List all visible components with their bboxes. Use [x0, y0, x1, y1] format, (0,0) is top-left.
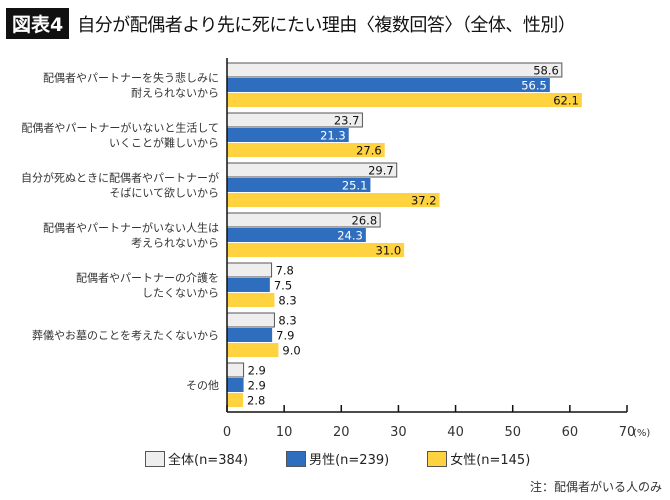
bar — [227, 78, 550, 92]
legend-label: 女性(n=145) — [450, 453, 531, 468]
bar — [226, 312, 275, 328]
bar — [227, 228, 366, 242]
x-tick-label: 30 — [390, 425, 407, 440]
title-bar: 図表4 自分が配偶者より先に死にたい理由〈複数回答〉（全体、性別） — [6, 8, 576, 39]
category-label: 配偶者やパートナーがいない人生は — [43, 221, 219, 235]
data-label: 23.7 — [334, 114, 360, 128]
category-label: 耐えられないから — [131, 87, 219, 100]
data-label: 56.5 — [521, 79, 547, 93]
x-tick-label: 20 — [333, 425, 350, 440]
category-label: 配偶者やパートナーを失う悲しみに — [43, 71, 219, 85]
legend-item: 女性(n=145) — [427, 449, 530, 468]
data-label: 7.8 — [276, 264, 294, 278]
footnote: 注：配偶者がいる人のみ — [529, 480, 662, 494]
bar — [227, 193, 440, 207]
category-label: したくないから — [142, 287, 219, 300]
data-label: 2.9 — [248, 364, 266, 378]
chart-title: 自分が配偶者より先に死にたい理由〈複数回答〉（全体、性別） — [77, 14, 576, 36]
x-tick-label: 0 — [223, 425, 231, 440]
data-label: 31.0 — [376, 244, 402, 258]
data-label: 2.8 — [247, 394, 265, 408]
bar — [227, 343, 279, 357]
bar — [227, 243, 405, 257]
x-tick-label: 10 — [276, 425, 293, 440]
legend-swatch — [427, 450, 448, 467]
bar — [226, 62, 563, 78]
x-tick-label: 50 — [504, 425, 521, 440]
category-label: 配偶者やパートナーの介護を — [76, 271, 219, 285]
data-label: 7.9 — [276, 329, 294, 343]
category-label: いくことが難しいから — [109, 136, 219, 150]
legend-label: 男性(n=239) — [309, 453, 390, 468]
bar — [227, 393, 243, 407]
data-label: 7.5 — [274, 279, 292, 293]
category-label: その他 — [186, 379, 219, 392]
x-tick-label: 60 — [562, 425, 579, 440]
legend-item: 全体(n=384) — [145, 449, 248, 468]
data-label: 58.6 — [533, 64, 559, 78]
legend-swatch — [286, 450, 307, 467]
data-label: 62.1 — [553, 94, 579, 108]
bar — [227, 93, 582, 107]
data-label: 21.3 — [320, 129, 346, 143]
category-label: そばにいて欲しいから — [109, 186, 219, 200]
bar — [227, 328, 273, 342]
bar — [226, 362, 245, 378]
data-label: 29.7 — [368, 164, 394, 178]
category-label: 自分が死ぬときに配偶者やパートナーが — [21, 171, 219, 185]
data-label: 37.2 — [411, 194, 437, 208]
category-label: 考えられないから — [131, 237, 219, 250]
data-label: 24.3 — [337, 229, 363, 243]
x-unit-label: (%) — [633, 428, 650, 439]
figure-badge: 図表4 — [6, 8, 70, 39]
bar — [227, 178, 371, 192]
bar — [226, 262, 273, 278]
data-label: 9.0 — [282, 344, 300, 358]
x-tick-label: 40 — [447, 425, 464, 440]
legend: 全体(n=384) 男性(n=239) 女性(n=145) — [145, 449, 530, 468]
data-label: 2.9 — [248, 379, 266, 393]
bar — [227, 278, 270, 292]
category-label: 配偶者やパートナーがいないと生活して — [21, 121, 219, 135]
category-label: 葬儀やお墓のことを考えたくないから — [32, 328, 219, 342]
bar — [227, 293, 275, 307]
legend-swatch — [145, 450, 165, 467]
legend-item: 男性(n=239) — [286, 449, 389, 468]
data-label: 27.6 — [356, 144, 382, 158]
bar — [227, 128, 349, 142]
data-label: 25.1 — [342, 179, 368, 193]
bar — [227, 143, 385, 157]
data-label: 26.8 — [352, 214, 378, 228]
legend-label: 全体(n=384) — [168, 453, 249, 468]
bar — [227, 378, 244, 392]
data-label: 8.3 — [278, 314, 296, 328]
x-tick-label: 70 — [619, 425, 636, 440]
data-label: 8.3 — [278, 294, 296, 308]
